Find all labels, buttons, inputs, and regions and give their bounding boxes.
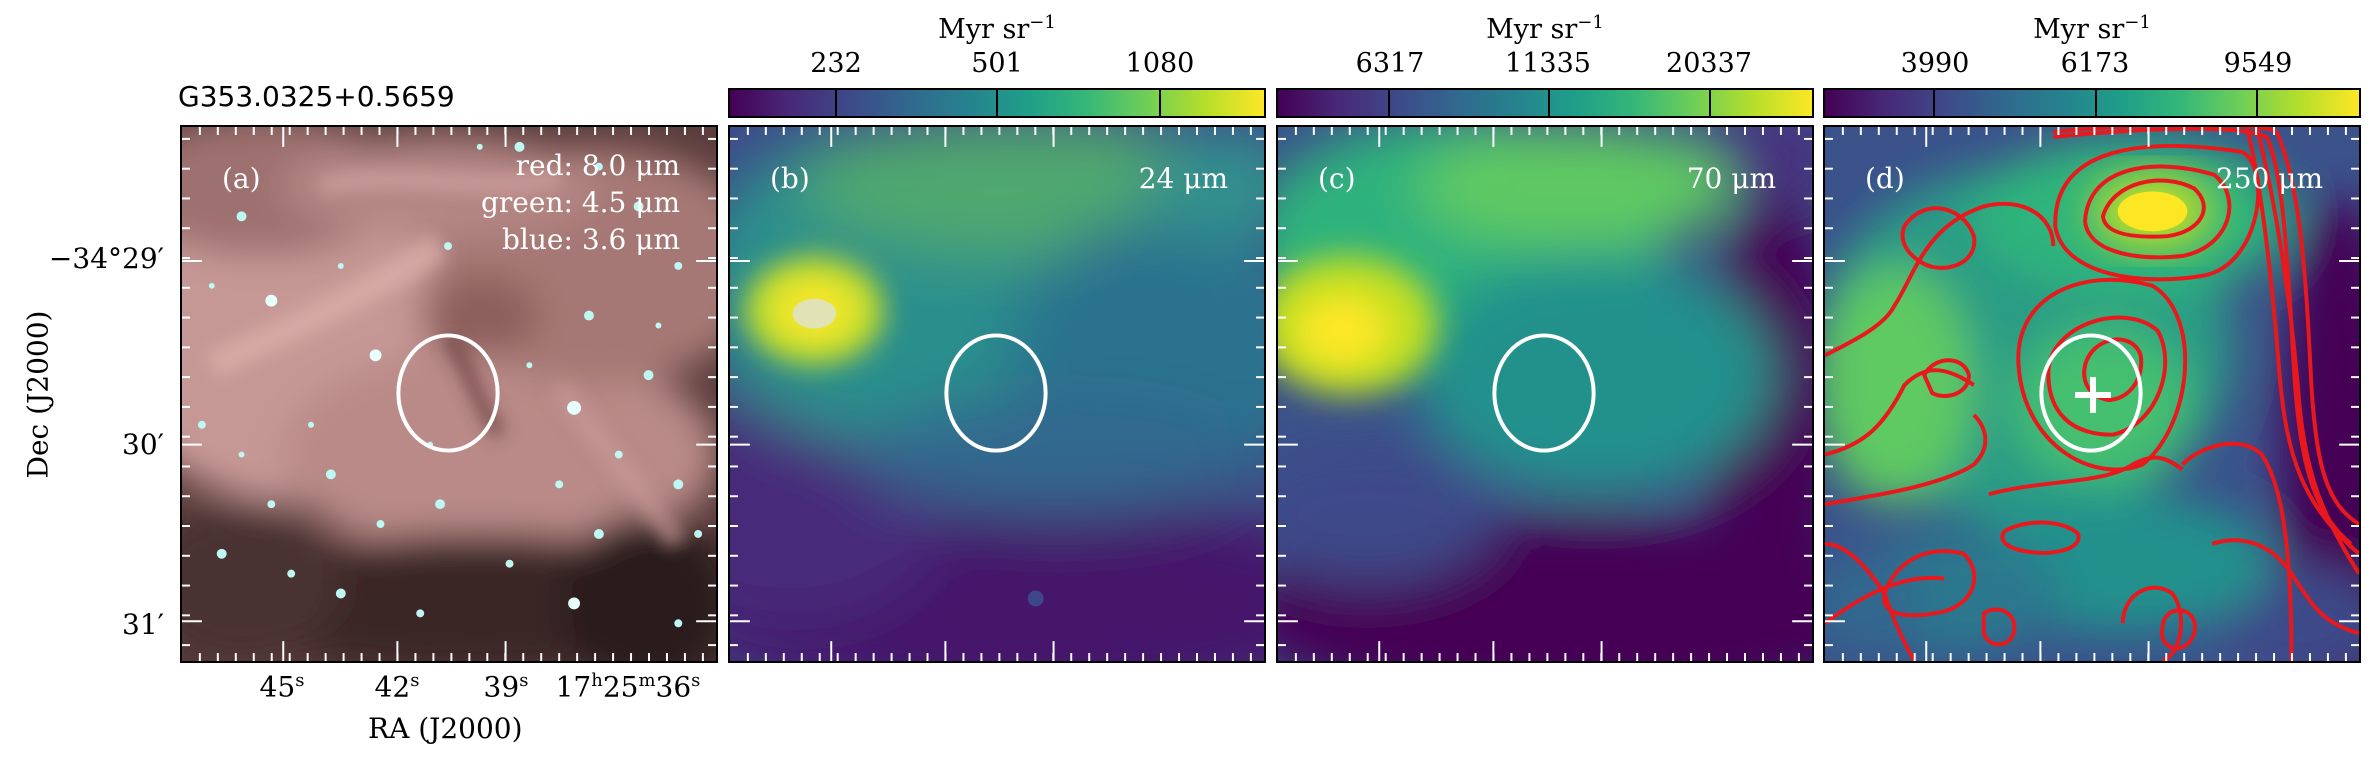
colorbar-d-tick-2: 6173 [2060, 48, 2130, 79]
panel-c-label: (c) [1318, 162, 1356, 195]
colorbar-b-tick-1: 232 [810, 48, 862, 79]
xtick-label-1: 45s [259, 670, 305, 704]
panel-b-24um-image: (b) 24 μm [728, 125, 1266, 663]
rgb-blue-label: blue: 3.6 μm [502, 223, 680, 256]
colorbar-d-unit: Myr sr−1 [2033, 12, 2151, 45]
xtick-label-2: 42s [374, 670, 420, 704]
colorbar-c-tick-2: 11335 [1505, 48, 1591, 79]
colorbar-b-tick-3: 1080 [1125, 48, 1195, 79]
panel-d-label: (d) [1865, 162, 1905, 195]
colorbar-d-gradient [1823, 88, 2361, 118]
colorbar-c-gradient [1276, 88, 1814, 118]
panel-b-wavelength: 24 μm [1138, 162, 1228, 195]
ytick-label-1: −34°29′ [48, 242, 164, 275]
colorbar-b-unit: Myr sr−1 [938, 12, 1056, 45]
xtick-label-4: 17h25m36s [555, 670, 701, 704]
panel-a-rgb-image: (a) red: 8.0 μm green: 4.5 μm blue: 3.6 … [180, 125, 718, 663]
colorbar-c-unit: Myr sr−1 [1486, 12, 1604, 45]
rgb-green-label: green: 4.5 μm [481, 186, 680, 219]
source-title: G353.0325+0.5659 [178, 80, 455, 113]
panel-c-70um-image: (c) 70 μm [1276, 125, 1814, 663]
y-axis-title: Dec (J2000) [21, 310, 55, 479]
panel-a-rgb-legend: red: 8.0 μm green: 4.5 μm blue: 3.6 μm [481, 147, 680, 258]
xtick-label-3: 39s [483, 670, 529, 704]
panel-a-label: (a) [222, 162, 261, 195]
colorbar-c-tick-1: 6317 [1355, 48, 1425, 79]
ytick-label-2: 30′ [122, 428, 164, 461]
panel-d-wavelength: 250 μm [2215, 162, 2323, 195]
x-axis-title: RA (J2000) [368, 712, 523, 745]
rgb-red-label: red: 8.0 μm [515, 149, 680, 182]
panel-b-label: (b) [770, 162, 810, 195]
colorbar-d-tick-3: 9549 [2223, 48, 2293, 79]
panel-d-250um-image: (d) 250 μm [1823, 125, 2361, 663]
colorbar-c-tick-3: 20337 [1666, 48, 1752, 79]
colorbar-b-tick-2: 501 [971, 48, 1023, 79]
panel-c-wavelength: 70 μm [1686, 162, 1776, 195]
colorbar-d-tick-1: 3990 [1900, 48, 1970, 79]
colorbar-b-gradient [728, 88, 1266, 118]
ytick-label-3: 31′ [122, 608, 164, 641]
